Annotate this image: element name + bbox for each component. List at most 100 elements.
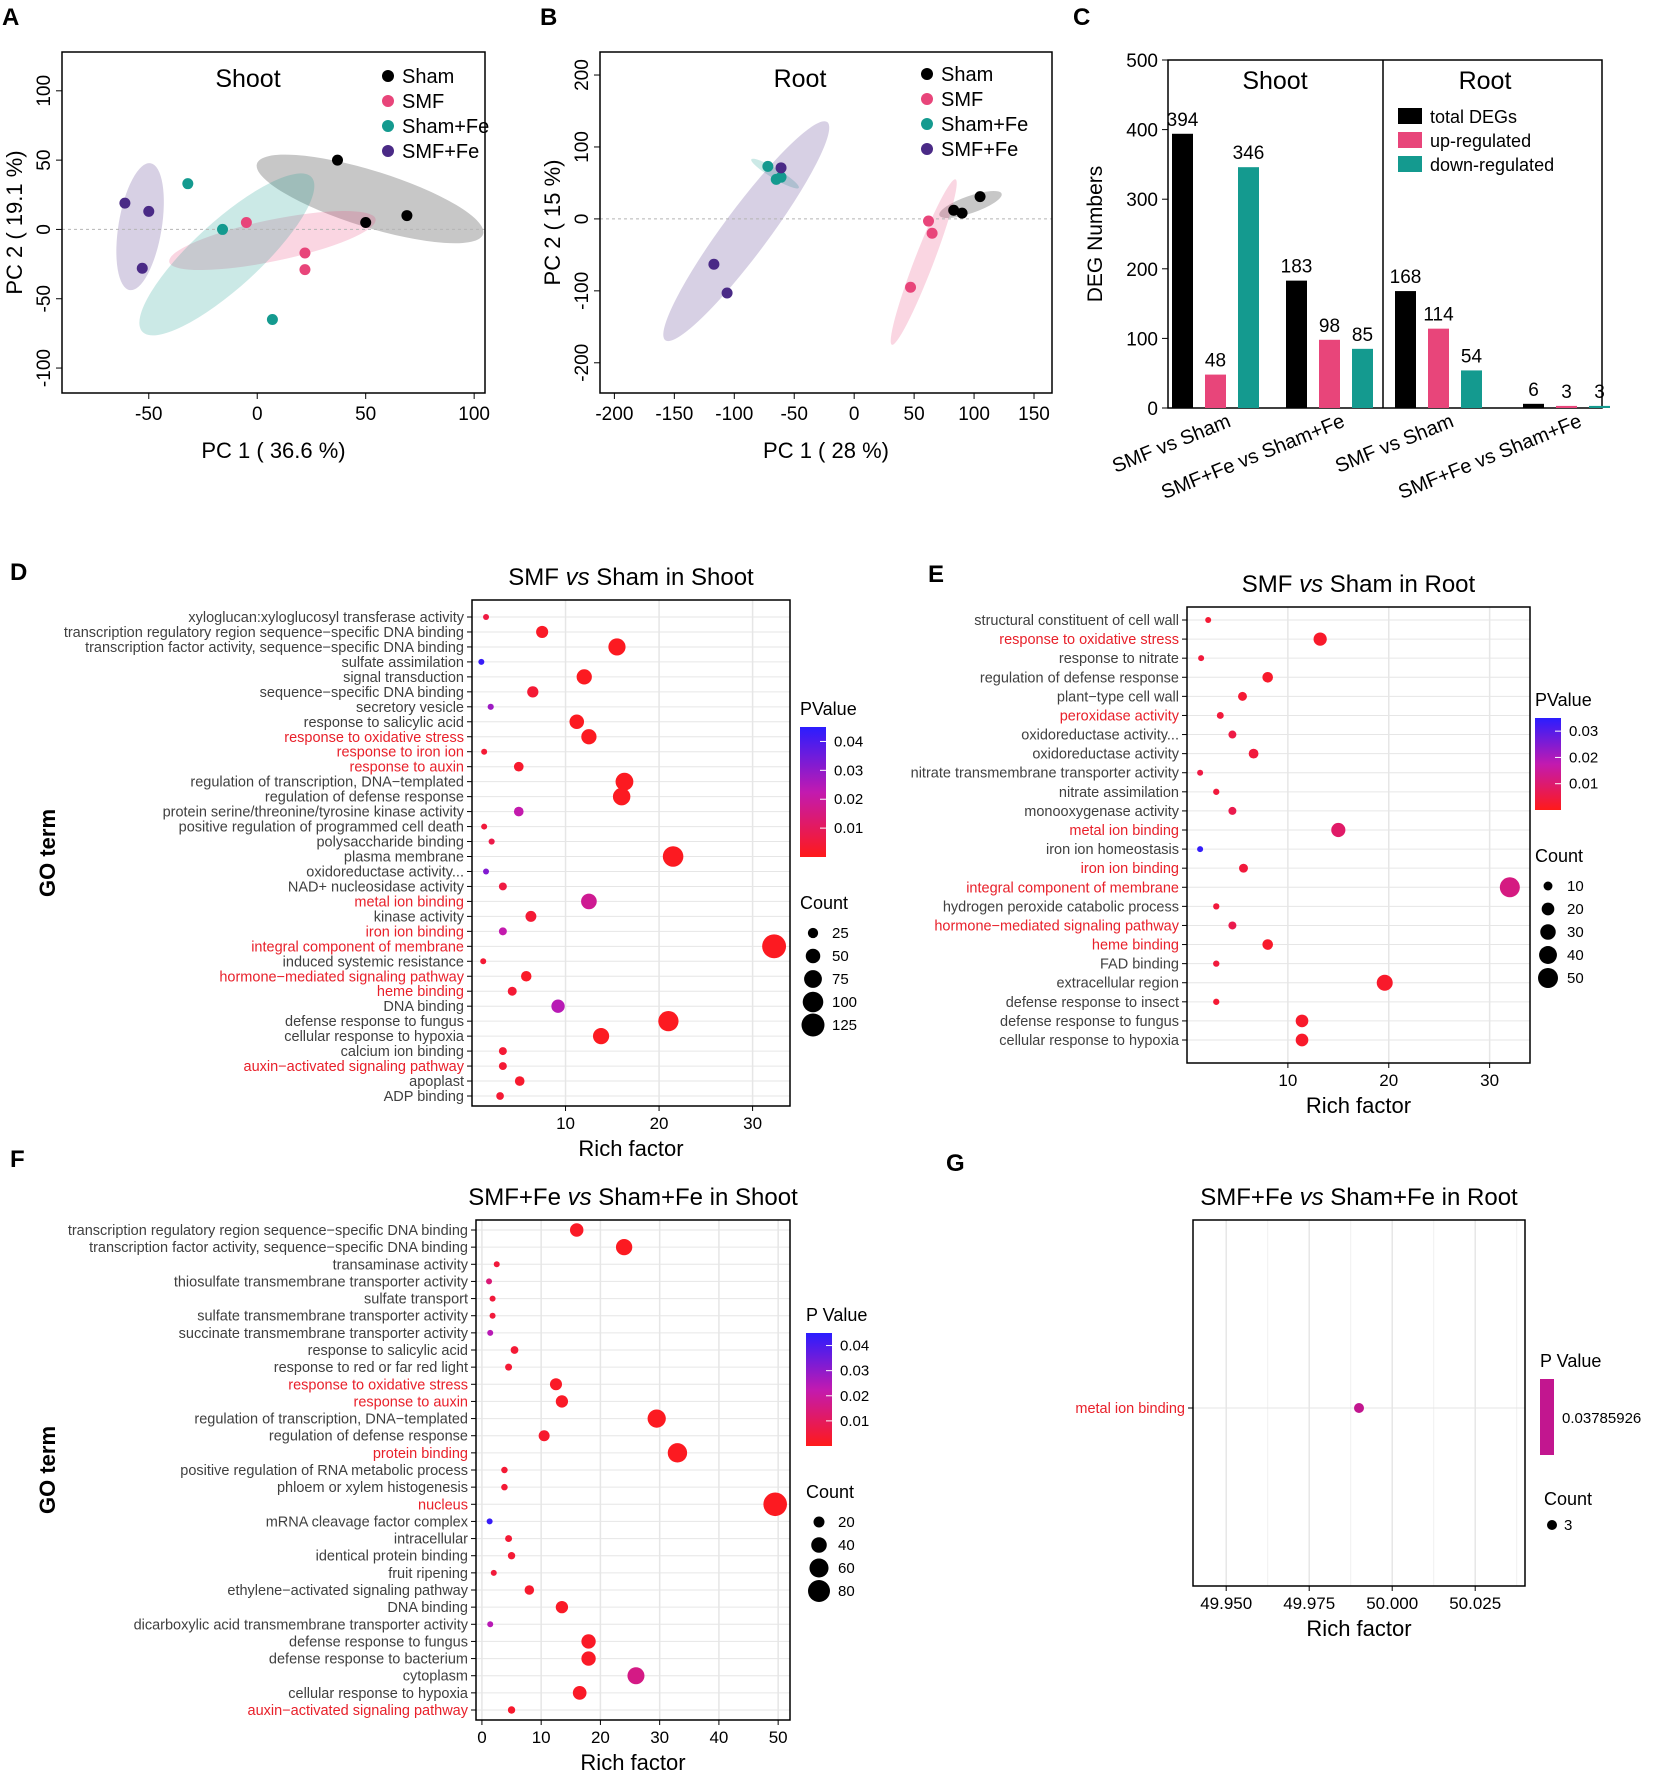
go-term-label: cytoplasm [403, 1669, 468, 1685]
count-legend-label: 20 [838, 1514, 855, 1531]
sample-point [299, 264, 311, 276]
pvalue-legend-title: P Value [1540, 1351, 1601, 1371]
facet-title: Shoot [1242, 67, 1307, 95]
go-term-label: sulfate assimilation [342, 655, 465, 671]
go-point [581, 729, 597, 745]
count-legend-label: 40 [1567, 947, 1584, 964]
go-point [555, 1600, 569, 1614]
count-legend-dot [811, 1537, 827, 1553]
go-point [1331, 822, 1346, 838]
sample-point [762, 160, 774, 172]
go-term-label: sulfate transmembrane transporter activi… [197, 1309, 469, 1325]
panel-title: Shoot [215, 65, 280, 93]
bar-value-label: 48 [1205, 351, 1226, 372]
y-tick-label: 0 [34, 224, 55, 235]
go-point [527, 686, 539, 698]
go-point [1197, 769, 1204, 776]
x-axis-label: PC 1 ( 36.6 %) [201, 438, 345, 463]
pvalue-tick-label: 0.02 [834, 791, 863, 808]
go-term-label: structural constituent of cell wall [974, 613, 1179, 629]
go-point [592, 1028, 610, 1045]
go-term-label: auxin−activated signaling pathway [244, 1059, 465, 1075]
go-term-label: regulation of defense response [980, 670, 1179, 686]
go-point [615, 1238, 633, 1256]
sample-point [926, 227, 938, 239]
bar-value-label: 3 [1594, 382, 1605, 403]
y-tick-label: 50 [34, 150, 55, 171]
facet-title: Root [1459, 67, 1512, 95]
confidence-ellipse [663, 121, 830, 342]
plot-frame [1167, 59, 1603, 409]
go-term-label: response to iron ion [337, 745, 464, 761]
x-tick-label: 100 [458, 404, 490, 425]
count-legend-label: 40 [838, 1537, 855, 1554]
go-term-label: polysaccharide binding [316, 835, 464, 851]
go-point [493, 1261, 500, 1268]
go-point [507, 1706, 516, 1714]
go-point [501, 1466, 508, 1474]
pvalue-colorbar [800, 727, 826, 857]
bar-value-label: 6 [1528, 380, 1539, 401]
go-point [488, 838, 495, 845]
legend-swatch [921, 118, 933, 130]
go-term-label: nitrate assimilation [1059, 785, 1179, 801]
go-point [1262, 939, 1273, 950]
bar-value-label: 85 [1352, 325, 1373, 346]
go-term-label: defense response to fungus [285, 1014, 464, 1030]
pvalue-legend-title: PValue [800, 699, 857, 719]
x-tick-label: 49.950 [1200, 1594, 1252, 1613]
x-tick-label: 50.000 [1366, 1594, 1418, 1613]
pvalue-tick-label: 0.04 [840, 1338, 869, 1355]
x-tick-label: -50 [135, 404, 162, 425]
go-point [487, 1621, 494, 1628]
pvalue-tick-label: 0.02 [840, 1388, 869, 1405]
panel-label: G [946, 1150, 965, 1177]
pca-panel-B: -200 -150 -100 -50 0 50 100 150 -200 -100 0 100 200 P… [540, 4, 1053, 463]
title-part: SMF [1242, 571, 1299, 598]
go-panel-D: xyloglucan:xyloglucosyl transferase acti… [10, 559, 863, 1161]
panel-title: SMF+Fe vs Sham+Fe in Root [1200, 1184, 1518, 1211]
count-legend-dot [801, 1013, 825, 1037]
go-term-label: response to oxidative stress [284, 730, 464, 746]
legend-swatch [382, 120, 394, 132]
pvalue-colorbar [806, 1333, 832, 1446]
pvalue-tick-label: 0.03 [1569, 723, 1598, 740]
x-tick-label: -200 [595, 404, 633, 425]
count-legend-dot [1539, 946, 1557, 964]
confidence-ellipse [116, 163, 164, 291]
count-legend-label: 100 [832, 994, 857, 1011]
y-axis-label: PC 2 ( 19.1 %) [2, 150, 27, 294]
x-tick-label: 40 [709, 1728, 728, 1747]
go-point [555, 1395, 569, 1408]
go-point [612, 787, 631, 806]
x-tick-label: 0 [252, 404, 263, 425]
go-term-label: regulation of transcription, DNA−templat… [190, 775, 464, 791]
go-term-label: metal ion binding [1075, 1401, 1185, 1417]
title-part: vs [1300, 1184, 1324, 1211]
go-term-label: succinate transmembrane transporter acti… [179, 1326, 469, 1342]
bar-value-label: 168 [1390, 267, 1422, 288]
legend-label: down-regulated [1430, 155, 1554, 175]
panel-title: SMF vs Sham in Root [1242, 571, 1476, 598]
pvalue-tick-label: 0.01 [840, 1413, 869, 1430]
go-term-label: regulation of transcription, DNA−templat… [194, 1412, 468, 1428]
bar-value-label: 183 [1281, 257, 1313, 278]
go-point [498, 1062, 507, 1071]
go-term-label: regulation of defense response [269, 1429, 468, 1445]
go-panel-E: structural constituent of cell wall respo… [911, 561, 1599, 1118]
go-point [481, 748, 488, 755]
x-tick-label: 50.025 [1449, 1594, 1501, 1613]
panel-title: SMF+Fe vs Sham+Fe in Shoot [468, 1184, 798, 1211]
sample-point [360, 217, 372, 228]
bar [1238, 167, 1259, 408]
go-point [1228, 730, 1237, 739]
go-term-label: defense response to fungus [289, 1634, 468, 1650]
go-term-label: signal transduction [343, 670, 464, 686]
count-legend-label: 30 [1567, 924, 1584, 941]
go-point [486, 1278, 493, 1285]
legend-swatch [921, 93, 933, 105]
go-term-label: protein binding [373, 1446, 468, 1462]
panel-label: B [540, 4, 557, 31]
x-tick-label: 10 [532, 1728, 551, 1747]
panel-title: SMF vs Sham in Shoot [508, 564, 754, 591]
